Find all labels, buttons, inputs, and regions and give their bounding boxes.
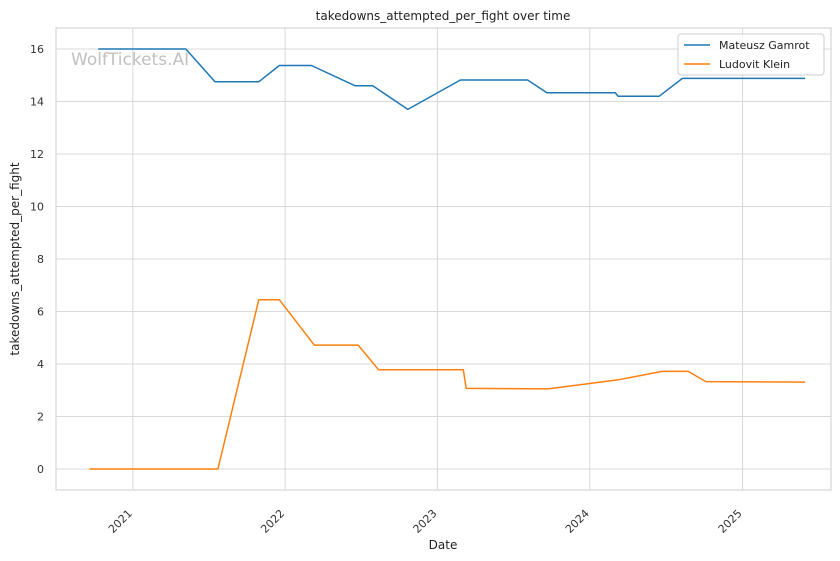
y-tick-label: 0 (37, 463, 44, 476)
series-lines (89, 48, 806, 470)
y-tick-label: 8 (37, 253, 44, 266)
x-tick-label: 2023 (411, 507, 440, 536)
y-tick-label: 4 (37, 358, 44, 371)
legend-box (677, 33, 825, 76)
x-tick-label: 2024 (563, 507, 592, 536)
y-tick-label: 16 (30, 43, 44, 56)
legend-label-mateusz-gamrot: Mateusz Gamrot (719, 39, 810, 52)
y-tick-label: 6 (37, 306, 44, 319)
y-tick-label: 10 (30, 201, 44, 214)
x-tick-label: 2021 (106, 507, 135, 536)
x-tick-label: 2025 (716, 507, 745, 536)
y-tick-label: 12 (30, 148, 44, 161)
chart-title: takedowns_attempted_per_fight over time (316, 9, 571, 23)
y-axis: 0 2 4 6 8 10 12 14 16 (30, 43, 44, 476)
legend-label-ludovit-klein: Ludovit Klein (719, 58, 790, 71)
x-axis-label: Date (429, 538, 458, 552)
legend: Mateusz Gamrot Ludovit Klein (677, 33, 825, 76)
x-tick-label: 2022 (258, 507, 287, 536)
series-line-ludovit-klein (89, 298, 806, 470)
x-axis: 2021 2022 2023 2024 2025 (106, 507, 745, 536)
y-tick-label: 2 (37, 411, 44, 424)
watermark: WolfTickets.AI (71, 50, 189, 70)
y-axis-label: takedowns_attempted_per_fight (8, 162, 22, 355)
y-tick-label: 14 (30, 96, 44, 109)
series-line-mateusz-gamrot (98, 48, 806, 111)
